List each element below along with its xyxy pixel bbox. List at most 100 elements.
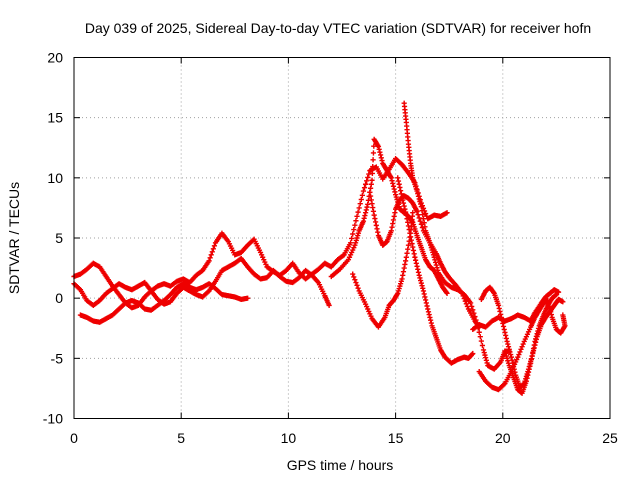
data-point <box>425 309 432 315</box>
data-point <box>472 314 478 320</box>
data-point <box>378 155 384 161</box>
data-point <box>420 288 427 294</box>
data-point <box>353 218 359 224</box>
data-point <box>405 246 411 252</box>
data-point <box>417 198 423 205</box>
chart-title: Day 039 of 2025, Sidereal Day-to-day VTE… <box>85 20 591 36</box>
data-point <box>529 353 535 359</box>
data-point <box>420 216 427 222</box>
data-point <box>209 249 215 255</box>
data-point <box>358 196 364 203</box>
data-point <box>526 366 532 372</box>
data-point <box>414 263 420 269</box>
data-point <box>530 349 536 355</box>
data-point <box>506 346 512 352</box>
data-point <box>473 317 479 323</box>
data-point <box>407 234 413 240</box>
data-point <box>533 333 539 339</box>
data-point <box>410 210 416 216</box>
data-point <box>435 267 441 273</box>
x-tick-label: 10 <box>281 430 297 446</box>
data-point <box>390 183 397 189</box>
data-point <box>416 272 422 278</box>
x-tick-label: 20 <box>495 430 511 446</box>
data-point <box>354 282 360 288</box>
y-tick-label: 0 <box>55 290 63 306</box>
data-point <box>377 152 384 158</box>
data-point <box>369 177 375 183</box>
data-point <box>505 344 512 350</box>
data-point <box>355 285 361 291</box>
data-point <box>404 216 410 222</box>
data-point <box>395 178 402 184</box>
data-point <box>352 222 358 228</box>
data-point <box>400 272 406 278</box>
data-point <box>410 247 417 254</box>
data-point <box>398 191 404 197</box>
data-point <box>503 335 509 342</box>
data-point <box>362 181 369 187</box>
data-point <box>444 210 450 216</box>
data-point <box>535 328 541 334</box>
data-point <box>531 342 537 348</box>
data-point <box>392 189 398 195</box>
data-point <box>507 349 513 355</box>
data-point <box>401 203 407 209</box>
data-point <box>370 157 376 163</box>
data-point <box>367 185 374 191</box>
data-point <box>400 200 407 206</box>
data-point <box>434 265 440 271</box>
data-point <box>548 312 554 318</box>
data-point <box>535 325 542 332</box>
data-point <box>444 290 450 296</box>
data-point <box>533 336 539 342</box>
data-point <box>508 351 514 358</box>
data-point <box>403 209 409 215</box>
data-point <box>443 289 449 295</box>
data-points <box>71 100 568 396</box>
data-point <box>389 178 395 184</box>
data-point <box>481 349 487 356</box>
data-point <box>431 254 437 260</box>
data-point <box>403 254 409 260</box>
data-point <box>395 175 401 181</box>
data-point <box>413 260 419 266</box>
data-point <box>497 308 503 315</box>
y-tick-label: 20 <box>47 50 63 66</box>
data-point <box>390 220 396 227</box>
data-point <box>477 334 483 340</box>
data-point <box>373 222 379 228</box>
data-point <box>418 280 424 286</box>
data-point <box>365 174 371 181</box>
data-point <box>432 257 438 263</box>
plot-frame <box>73 57 611 419</box>
data-point <box>420 285 426 291</box>
data-point <box>362 212 368 219</box>
data-point <box>388 175 394 181</box>
data-point <box>404 250 410 256</box>
data-point <box>399 194 405 200</box>
data-point <box>369 170 375 177</box>
data-point <box>352 277 358 283</box>
data-point <box>525 372 531 378</box>
data-point <box>508 354 514 360</box>
data-point <box>389 224 395 230</box>
data-point <box>370 164 376 170</box>
data-point <box>414 188 420 194</box>
x-axis-label: GPS time / hours <box>287 457 394 473</box>
data-point <box>245 295 251 301</box>
data-point <box>417 275 423 281</box>
data-point <box>423 300 429 306</box>
data-point <box>534 331 540 337</box>
data-point <box>560 312 566 318</box>
data-point <box>520 341 526 347</box>
data-point <box>347 240 354 246</box>
data-point <box>412 254 418 260</box>
data-point <box>424 303 430 309</box>
data-point <box>418 221 424 227</box>
data-point <box>471 310 477 316</box>
data-point <box>496 305 502 311</box>
data-point <box>350 271 356 277</box>
data-point <box>527 363 533 369</box>
data-point <box>379 157 385 164</box>
